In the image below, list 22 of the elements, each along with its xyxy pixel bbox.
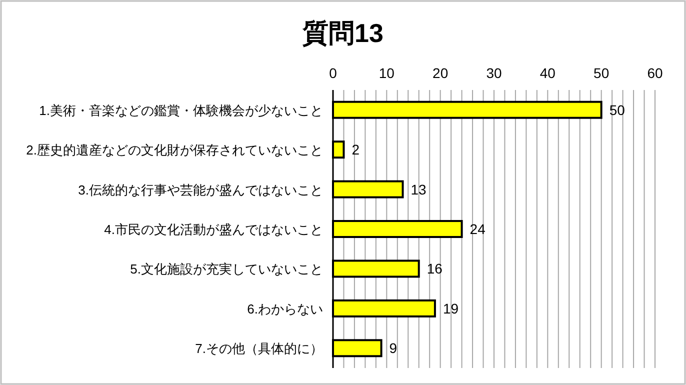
x-tick-label: 20 — [432, 65, 448, 81]
y-tick-label: 4.市民の文化活動が盛んではないこと — [104, 222, 323, 237]
x-tick-label: 10 — [378, 65, 395, 81]
y-tick-label: 7.その他（具体的に） — [195, 341, 323, 356]
y-tick-label: 2.歴史的遺産などの文化財が保存されていないこと — [26, 142, 323, 158]
data-label: 19 — [442, 300, 459, 316]
data-label: 16 — [426, 260, 443, 277]
chart-title: 質問13 — [302, 18, 384, 48]
data-label: 13 — [410, 181, 427, 198]
y-tick-label: 6.わからない — [247, 301, 323, 316]
x-tick-label: 30 — [486, 65, 502, 81]
y-tick-label: 3.伝統的な行事や芸能が盛んではないこと — [78, 182, 323, 198]
x-tick-label: 40 — [540, 65, 556, 81]
data-label: 50 — [609, 102, 626, 118]
x-tick-label: 0 — [329, 65, 338, 81]
x-tick-label: 60 — [647, 65, 663, 81]
data-label: 24 — [470, 221, 486, 237]
data-label: 9 — [389, 340, 398, 356]
y-tick-label: 5.文化施設が充実していないこと — [130, 262, 323, 277]
x-tick-label: 50 — [594, 65, 610, 81]
data-label: 2 — [352, 142, 360, 158]
y-tick-label: 1.美術・音楽などの鑑賞・体験機会が少ないこと — [39, 102, 323, 118]
